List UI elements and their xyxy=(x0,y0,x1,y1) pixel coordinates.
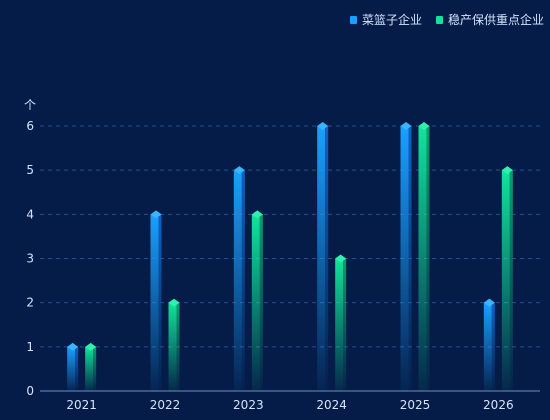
y-tick-label-2: 2 xyxy=(26,296,34,310)
bar-front-1-2023 xyxy=(233,170,242,391)
x-tick-label-2023: 2023 xyxy=(233,398,264,412)
bar-2-2022 xyxy=(168,298,180,391)
bar-cap-2-2026 xyxy=(501,166,513,175)
bar-1-2023 xyxy=(233,166,245,391)
x-tick-label-2026: 2026 xyxy=(483,398,514,412)
y-tick-label-1: 1 xyxy=(26,340,34,354)
bar-1-2025 xyxy=(400,122,412,391)
bar-front-1-2021 xyxy=(67,346,76,391)
bar-side-2-2021 xyxy=(93,346,97,391)
bar-cap-1-2024 xyxy=(317,122,329,130)
labels-layer: 0 1 2 3 4 5 6 2021 2022 2023 2024 2025 2026 xyxy=(26,119,513,412)
bar-front-1-2022 xyxy=(150,214,159,391)
y-tick-label-5: 5 xyxy=(26,163,34,177)
bar-cap-1-2022 xyxy=(150,210,162,219)
x-tick-label-2024: 2024 xyxy=(316,398,347,412)
bar-front-1-2024 xyxy=(317,126,326,391)
bar-side-1-2021 xyxy=(75,346,79,391)
bar-front-2-2026 xyxy=(501,170,510,391)
bar-cap-1-2025 xyxy=(400,122,412,130)
bar-side-1-2025 xyxy=(408,126,412,391)
bar-side-1-2022 xyxy=(158,214,162,391)
bar-cap-2-2023 xyxy=(251,210,263,219)
x-tick-label-2021: 2021 xyxy=(66,398,97,412)
legend-item-series-2[interactable]: 稳产保供重点企业 xyxy=(435,11,544,28)
bar-side-2-2022 xyxy=(176,302,180,391)
bar-front-1-2026 xyxy=(483,302,492,391)
y-axis-label: 个 xyxy=(24,98,36,112)
bar-1-2024 xyxy=(317,122,329,391)
bar-side-1-2026 xyxy=(491,302,495,391)
y-tick-label-4: 4 xyxy=(26,207,34,221)
bar-cap-1-2021 xyxy=(67,342,79,351)
bar-2-2021 xyxy=(85,342,97,391)
bar-side-2-2025 xyxy=(426,126,430,391)
legend-item-series-1[interactable]: 菜篮子企业 xyxy=(349,11,422,28)
bar-front-2-2022 xyxy=(168,302,177,391)
bar-cap-2-2022 xyxy=(168,298,180,307)
bar-side-1-2023 xyxy=(241,170,245,391)
bar-2-2026 xyxy=(501,166,513,391)
bar-2-2023 xyxy=(251,210,263,391)
grid-layer xyxy=(40,125,540,392)
bar-front-2-2025 xyxy=(418,126,427,391)
y-tick-label-6: 6 xyxy=(26,119,34,133)
bar-1-2026 xyxy=(483,298,495,391)
y-tick-label-3: 3 xyxy=(26,252,34,266)
bar-side-1-2024 xyxy=(325,126,329,391)
bar-front-2-2024 xyxy=(335,258,344,391)
bar-side-2-2026 xyxy=(509,170,513,391)
chart-legend: 菜篮子企业 稳产保供重点企业 xyxy=(349,11,544,28)
bars-layer xyxy=(67,122,513,391)
bar-2-2025 xyxy=(418,122,430,391)
bar-cap-2-2024 xyxy=(335,254,347,263)
bar-front-2-2021 xyxy=(85,346,94,391)
bar-1-2021 xyxy=(67,342,79,391)
x-tick-label-2025: 2025 xyxy=(400,398,431,412)
legend-label-series-2: 稳产保供重点企业 xyxy=(447,13,544,27)
x-tick-label-2022: 2022 xyxy=(150,398,181,412)
bar-cap-1-2026 xyxy=(483,298,495,307)
bar-cap-2-2021 xyxy=(85,342,97,351)
bar-cap-2-2025 xyxy=(418,122,430,130)
legend-swatch-series-2 xyxy=(435,15,443,24)
bar-front-2-2023 xyxy=(251,214,260,391)
bar-side-2-2024 xyxy=(343,258,347,391)
legend-swatch-series-1 xyxy=(349,15,357,24)
bar-cap-1-2023 xyxy=(233,166,245,175)
bar-side-2-2023 xyxy=(259,214,263,391)
y-tick-label-0: 0 xyxy=(26,384,34,398)
bar-2-2024 xyxy=(335,254,347,391)
legend-label-series-1: 菜篮子企业 xyxy=(361,13,422,27)
bar-1-2022 xyxy=(150,210,162,391)
bar-front-1-2025 xyxy=(400,126,409,391)
